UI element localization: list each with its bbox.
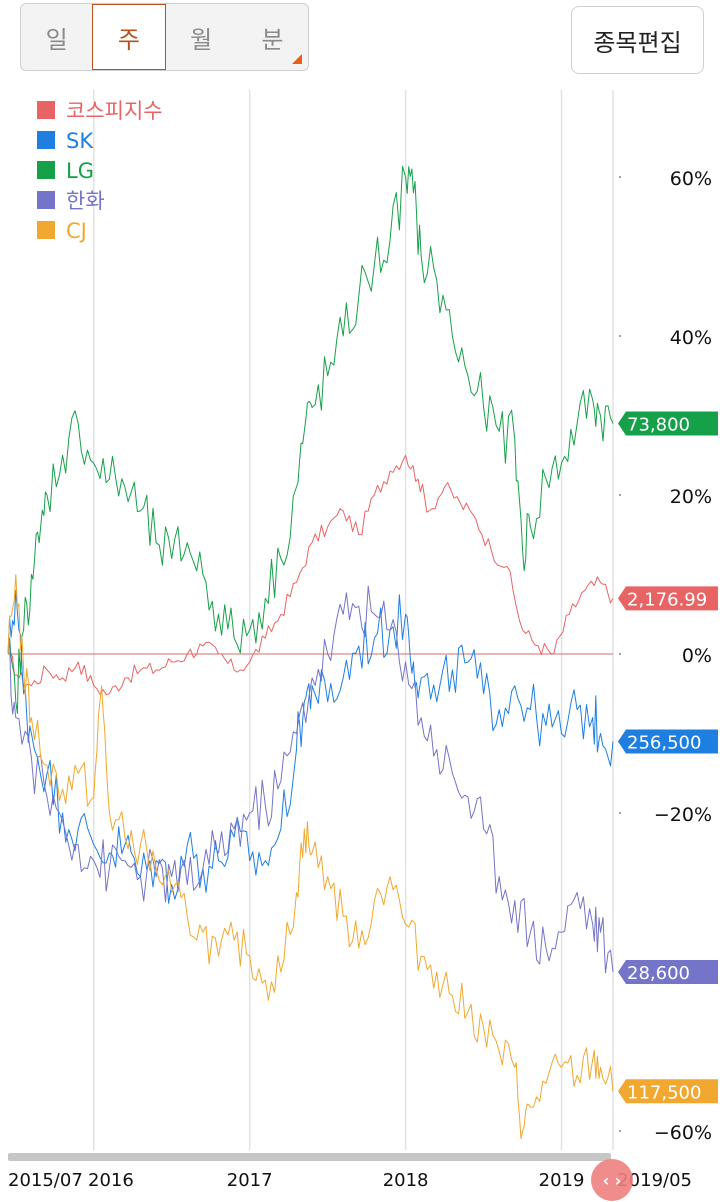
- end-label-value-cj: 117,500: [627, 1082, 701, 1103]
- dropdown-corner-icon: [292, 54, 302, 64]
- tab-week[interactable]: 주: [92, 4, 166, 70]
- tab-day[interactable]: 일: [21, 4, 92, 70]
- legend-label-lg: LG: [66, 159, 94, 183]
- edit-stocks-button[interactable]: 종목편집: [571, 6, 704, 74]
- y-tick-label: 40%: [670, 327, 712, 349]
- tab-week-label: 주: [117, 25, 140, 54]
- scrollbar-track[interactable]: [8, 1153, 611, 1161]
- tab-month[interactable]: 월: [166, 4, 237, 70]
- x-axis: 2015/07 2016 2017 2018 2019 2019/05‹ ›: [8, 1153, 692, 1201]
- series-line-cj: [7, 574, 614, 1139]
- y-tick-label: −60%: [654, 1122, 712, 1144]
- y-tick-label: 0%: [682, 645, 712, 667]
- legend-swatch-sk: [37, 131, 55, 149]
- scroll-handle-arrows-icon: ‹ ›: [603, 1171, 622, 1190]
- y-tick-label: −20%: [654, 804, 712, 826]
- tab-day-label: 일: [45, 25, 68, 54]
- end-label-value-lg: 73,800: [627, 414, 690, 435]
- end-label-tag-kospi: [618, 586, 718, 611]
- legend-label-kospi: 코스피지수: [66, 99, 163, 123]
- x-tick-label: 2015/07: [8, 1170, 83, 1191]
- end-label-value-sk: 256,500: [627, 732, 701, 753]
- legend-label-cj: CJ: [66, 219, 87, 243]
- end-labels: 2,176.99 256,500 73,800 28,600 117,500: [618, 411, 718, 1104]
- x-tick-label: 2019: [539, 1170, 585, 1191]
- end-label-value-hanwha: 28,600: [627, 963, 690, 984]
- x-tick-label: 2016: [88, 1170, 134, 1191]
- grid: [8, 90, 614, 1150]
- x-tick-label: 2019/05: [617, 1170, 692, 1191]
- series-line-lg: [7, 165, 614, 714]
- legend-swatch-kospi: [37, 101, 55, 119]
- legend: 코스피지수 SK LG 한화 CJ: [37, 99, 163, 243]
- legend-swatch-hanwha: [37, 191, 55, 209]
- legend-label-sk: SK: [66, 129, 94, 153]
- y-axis-ticks: 60% 40% 20% 0% −20% −60%: [619, 168, 712, 1144]
- x-tick-label: 2017: [227, 1170, 273, 1191]
- end-label-tag-lg: [618, 411, 718, 436]
- end-label-tag-sk: [618, 729, 718, 754]
- y-tick-label: 20%: [670, 486, 712, 508]
- legend-swatch-cj: [37, 221, 55, 239]
- series-lines: [7, 165, 614, 1139]
- legend-swatch-lg: [37, 161, 55, 179]
- y-tick-label: 60%: [670, 168, 712, 190]
- edit-stocks-label: 종목편집: [593, 28, 682, 57]
- series-line-kospi: [7, 454, 614, 696]
- x-tick-label: 2018: [383, 1170, 429, 1191]
- period-tabs: 일 주 월 분: [20, 3, 309, 71]
- end-label-tag-hanwha: [618, 960, 718, 984]
- tab-minute-label: 분: [261, 25, 284, 54]
- end-label-value-kospi: 2,176.99: [627, 589, 707, 610]
- series-line-sk: [7, 589, 614, 904]
- series-line-hanwha: [7, 585, 614, 974]
- scroll-handle[interactable]: [591, 1159, 633, 1201]
- tab-minute[interactable]: 분: [237, 4, 308, 70]
- tab-month-label: 월: [190, 25, 213, 54]
- legend-label-hanwha: 한화: [66, 189, 105, 213]
- end-label-tag-cj: [618, 1079, 718, 1104]
